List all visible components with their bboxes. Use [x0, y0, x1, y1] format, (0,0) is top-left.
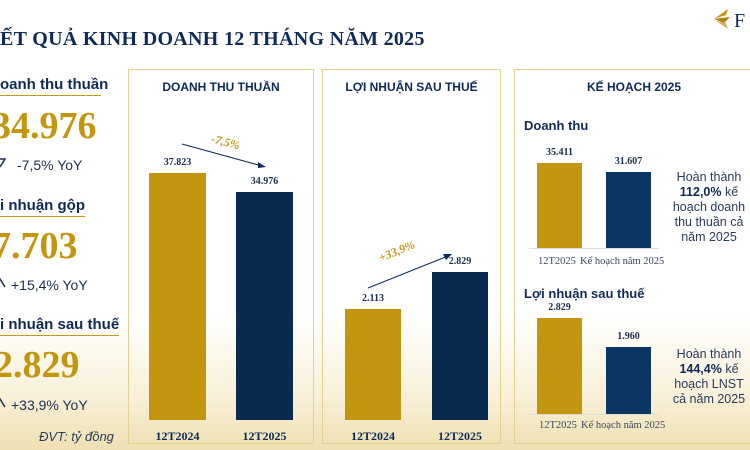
net-profit-value: 2.829 — [0, 344, 80, 386]
gross-profit-label: i nhuận gộp — [0, 197, 85, 217]
x-axis-label: 12T2025 — [539, 420, 577, 431]
bar-value-label: 31.607 — [614, 156, 643, 168]
revenue-yoy: -7,5% YoY — [17, 157, 83, 173]
up-arrow-icon — [0, 398, 6, 408]
x-axis-label: 12T2025 — [538, 256, 576, 267]
bar-value-label: 34.976 — [250, 175, 279, 187]
revenue-panel-title: DOANH THU THUẦN — [162, 80, 280, 94]
profit-panel-title: LỢI NHUẬN SAU THUẾ — [345, 80, 478, 94]
bar-0 — [537, 163, 582, 248]
trend-arrow-icon — [367, 254, 452, 289]
bar-0 — [345, 309, 401, 420]
bar-value-label: 35.411 — [546, 147, 573, 158]
x-axis-label: 12T2024 — [350, 429, 395, 443]
svg-text:F: F — [734, 10, 745, 32]
gross-profit-yoy: +15,4% YoY — [11, 277, 88, 293]
bar-value-label: 2.829 — [448, 256, 472, 267]
bar-value-label: 2.113 — [362, 293, 384, 305]
bar-1 — [606, 172, 651, 248]
company-logo: F — [714, 9, 745, 32]
x-axis-label: Kế hoạch năm 2025 — [581, 420, 666, 431]
revenue-panel: DOANH THU THUẦN — [128, 69, 314, 444]
plan-revenue-note: Hoàn thành 112,0% kế hoạch doanh thu thu… — [672, 170, 746, 244]
bar-value-label: 1.960 — [617, 331, 640, 343]
revenue-label: oanh thu thuần — [0, 76, 108, 96]
bar-1 — [432, 272, 488, 420]
x-axis-label: 12T2025 — [242, 429, 287, 443]
bar-1 — [236, 191, 293, 420]
trend-arrow-icon — [181, 143, 266, 168]
revenue-value: 34.976 — [0, 105, 97, 147]
up-arrow-icon — [0, 278, 6, 288]
x-axis-label: 12T2024 — [155, 429, 200, 443]
plan-panel: KẾ HOẠCH 2025 — [514, 69, 750, 444]
net-profit-label: i nhuận sau thuế — [0, 316, 119, 336]
baseline — [529, 414, 659, 415]
x-axis-label: Kế hoạch năm 2025 — [580, 256, 665, 267]
x-axis-label: 12T2025 — [437, 429, 482, 443]
plan-revenue-title: Doanh thu — [524, 118, 589, 133]
profit-panel: LỢI NHUẬN SAU THUẾ — [322, 69, 501, 444]
plan-profit-title: Lợi nhuận sau thuế — [524, 286, 645, 301]
plan-panel-title: KẾ HOẠCH 2025 — [586, 80, 682, 94]
bar-0 — [149, 173, 206, 420]
gross-profit-value: 7.703 — [0, 225, 78, 267]
bar-value-label: 37.823 — [163, 157, 192, 168]
bar-0 — [537, 318, 582, 414]
net-profit-yoy: +33,9% YoY — [11, 397, 88, 413]
bar-value-label: 2.829 — [548, 302, 571, 313]
plan-profit-note: Hoàn thành 144,4% kế hoạch LNST cả năm 2… — [672, 347, 746, 406]
baseline — [529, 248, 659, 249]
down-arrow-icon — [0, 158, 6, 168]
unit-note: ĐVT: tỷ đồng — [39, 429, 114, 444]
bar-1 — [606, 347, 651, 414]
page-title: ẾT QUẢ KINH DOANH 12 THÁNG NĂM 2025 — [0, 28, 425, 50]
